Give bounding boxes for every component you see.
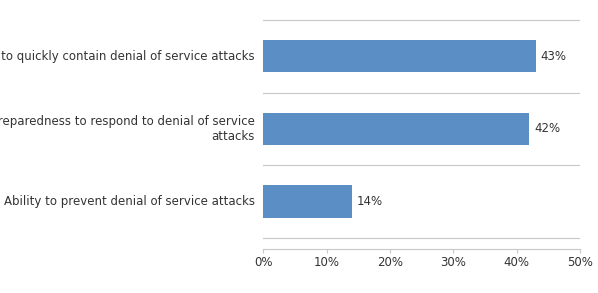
Bar bbox=[263, 40, 536, 72]
Bar bbox=[263, 185, 352, 218]
Bar bbox=[263, 113, 529, 145]
Text: 43%: 43% bbox=[541, 50, 567, 63]
Text: 42%: 42% bbox=[535, 122, 560, 135]
Text: 14%: 14% bbox=[357, 195, 383, 208]
